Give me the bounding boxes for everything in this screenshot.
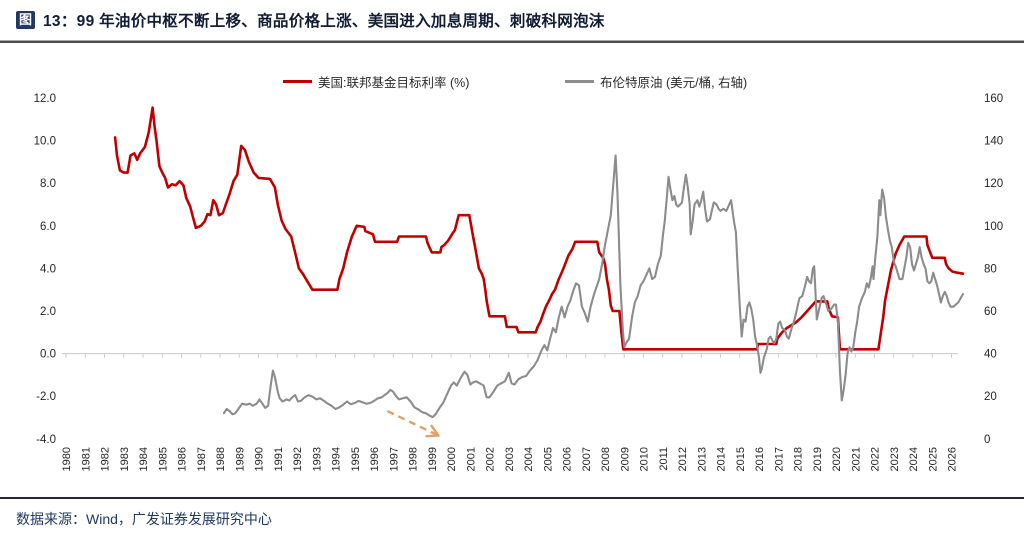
x-axis-label: 1997 (388, 447, 400, 471)
figure-title: 图 13：99 年油价中枢不断上移、商品价格上涨、美国进入加息周期、刺破科网泡沫 (16, 9, 605, 31)
x-axis-label: 2007 (581, 447, 593, 471)
bottom-divider (0, 497, 1024, 499)
x-axis-label: 1980 (61, 447, 73, 471)
left-axis-label: 0.0 (40, 349, 56, 361)
x-axis-label: 2008 (600, 447, 612, 471)
x-axis-label: 2002 (485, 447, 497, 471)
x-axis-label: 2022 (870, 447, 882, 471)
left-axis-label: 12.0 (34, 93, 56, 105)
right-axis-label: 20 (984, 391, 997, 403)
annotation-arrow-shaft (386, 410, 440, 437)
annotation-arrow-head (425, 434, 440, 438)
brent-oil-line (222, 154, 965, 419)
x-axis-label: 2025 (927, 447, 939, 471)
right-axis-label: 120 (984, 178, 1003, 190)
x-axis-label: 1989 (234, 447, 246, 471)
top-divider (0, 40, 1024, 43)
x-axis-label: 1985 (157, 447, 169, 471)
x-axis-label: 2013 (696, 447, 708, 471)
legend-label-brent-oil: 布伦特原油 (美元/桶, 右轴) (600, 76, 748, 90)
left-axis-label: 8.0 (40, 178, 56, 190)
right-axis-label: 160 (984, 93, 1003, 105)
x-axis-label: 1990 (254, 447, 266, 471)
x-axis-label: 1998 (408, 447, 420, 471)
x-axis-label: 1999 (427, 447, 439, 471)
x-axis-label: 1988 (215, 447, 227, 471)
x-axis-label: 1994 (331, 447, 343, 471)
left-axis-label: 2.0 (40, 306, 56, 318)
x-axis-label: 2017 (773, 447, 785, 471)
x-axis-label: 2024 (908, 447, 920, 471)
x-axis-label: 2023 (889, 447, 901, 471)
x-axis-label: 2018 (793, 447, 805, 471)
x-axis-label: 2006 (562, 447, 574, 471)
x-axis-label: 2016 (754, 447, 766, 471)
right-axis-label: 100 (984, 221, 1003, 233)
x-axis-label: 2005 (542, 447, 554, 471)
x-axis-label: 2003 (504, 447, 516, 471)
x-axis-label: 1992 (292, 447, 304, 471)
x-axis-label: 1982 (100, 447, 112, 471)
x-axis-label: 2026 (947, 447, 959, 471)
annotation-arrow-head (430, 424, 440, 437)
x-axis-label: 2021 (850, 447, 862, 471)
fed-funds-line-swatch (283, 80, 312, 83)
x-axis-label: 1986 (177, 447, 189, 471)
right-axis-label: 80 (984, 263, 997, 275)
x-axis-label: 1993 (311, 447, 323, 471)
x-axis-label: 2000 (446, 447, 458, 471)
x-axis-label: 2001 (465, 447, 477, 471)
x-axis-label: 1981 (80, 447, 92, 471)
legend-item-brent-oil: 布伦特原油 (美元/桶, 右轴) (565, 72, 747, 91)
x-axis-label: 1983 (119, 447, 131, 471)
x-axis-label: 2009 (619, 447, 631, 471)
right-axis-label: 140 (984, 136, 1003, 148)
left-axis-label: -4.0 (36, 434, 56, 446)
right-axis-label: 40 (984, 349, 997, 361)
x-axis-label: 2004 (523, 447, 535, 471)
legend-item-fed-funds-rate: 美国:联邦基金目标利率 (%) (283, 72, 469, 91)
x-axis-label: 1987 (196, 447, 208, 471)
x-axis-label: 1984 (138, 447, 150, 471)
left-axis-label: 10.0 (34, 136, 56, 148)
x-axis-label: 1996 (369, 447, 381, 471)
right-axis-label: 0 (984, 434, 990, 446)
x-axis-label: 2015 (735, 447, 747, 471)
legend-label-fed-funds: 美国:联邦基金目标利率 (%) (318, 76, 470, 90)
fed-funds-rate-line (113, 106, 965, 351)
x-axis-label: 2014 (716, 447, 728, 471)
left-axis-label: -2.0 (36, 391, 56, 403)
right-axis-label: 60 (984, 306, 997, 318)
data-source-note: 数据来源：Wind，广发证券发展研究中心 (16, 511, 272, 527)
x-axis-label: 2011 (658, 447, 670, 471)
figure-badge: 图 (16, 10, 36, 30)
figure-title-text: 13：99 年油价中枢不断上移、商品价格上涨、美国进入加息周期、刺破科网泡沫 (43, 13, 605, 30)
x-axis-label: 2010 (639, 447, 651, 471)
x-axis-label: 2012 (677, 447, 689, 471)
left-axis-label: 6.0 (40, 221, 56, 233)
x-axis-label: 2019 (812, 447, 824, 471)
x-axis-label: 1991 (273, 447, 285, 471)
brent-oil-line-swatch (565, 80, 594, 83)
x-axis-label: 2020 (831, 447, 843, 471)
left-axis-label: 4.0 (40, 263, 56, 275)
x-axis-label: 1995 (350, 447, 362, 471)
